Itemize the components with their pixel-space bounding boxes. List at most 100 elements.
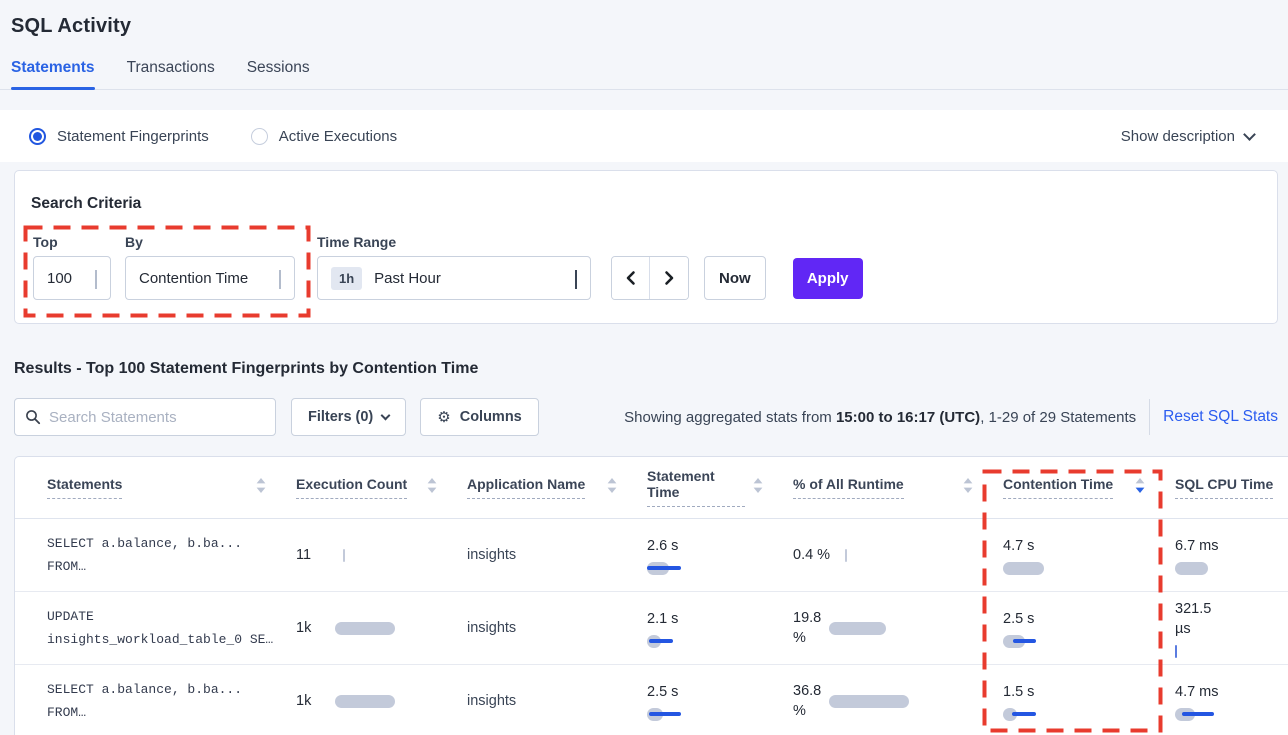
mini-bar-chart xyxy=(1003,561,1175,575)
search-statements-input[interactable] xyxy=(49,408,265,426)
tab-statements[interactable]: Statements xyxy=(11,59,95,90)
by-label: By xyxy=(125,234,143,250)
statement-line: UPDATE xyxy=(47,609,94,624)
mini-bar-chart xyxy=(829,621,1003,635)
statement-fingerprint-link[interactable]: SELECT a.balance, b.ba... FROM… xyxy=(47,678,296,724)
sort-icon xyxy=(607,477,617,498)
show-description-toggle[interactable]: Show description xyxy=(1121,127,1256,145)
sort-icon xyxy=(256,477,266,498)
search-icon xyxy=(26,410,41,425)
mini-bar-chart xyxy=(1003,634,1175,648)
statement-time-cell: 2.5 s xyxy=(647,682,793,721)
cell-value: 11 xyxy=(296,547,312,563)
contention-time-cell: 1.5 s xyxy=(1003,682,1175,721)
mini-bar-chart xyxy=(829,694,1003,708)
gear-icon: ⚙ xyxy=(437,408,451,426)
sort-icon xyxy=(427,477,437,498)
time-range-select[interactable]: 1h Past Hour xyxy=(317,256,591,300)
statement-time-cell: 2.6 s xyxy=(647,536,793,575)
column-header-execution-count[interactable]: Execution Count xyxy=(296,476,467,499)
chevron-down-icon xyxy=(95,269,97,289)
radio-active-executions[interactable]: Active Executions xyxy=(250,127,398,145)
mini-bar-chart xyxy=(335,694,467,708)
statement-line: SELECT a.balance, b.ba... xyxy=(47,682,243,697)
cell-value: 2.6 s xyxy=(647,537,679,554)
sort-icon xyxy=(753,477,763,498)
mini-bar-chart xyxy=(1175,561,1288,575)
tab-transactions[interactable]: Transactions xyxy=(126,59,215,76)
execution-count-cell: 1k xyxy=(296,618,467,638)
now-button[interactable]: Now xyxy=(704,256,766,300)
cell-value: 2.1 s xyxy=(647,610,679,627)
execution-count-cell: 11 xyxy=(296,545,467,565)
cell-value: 1.5 s xyxy=(1003,683,1035,700)
mini-bar-chart xyxy=(335,621,467,635)
application-name-cell: insights xyxy=(467,620,517,636)
vertical-divider xyxy=(1149,399,1151,435)
mini-bar-chart xyxy=(647,634,793,648)
statement-line: SELECT a.balance, b.ba... xyxy=(47,536,243,551)
radio-statement-fingerprints[interactable]: Statement Fingerprints xyxy=(29,127,209,145)
column-header-of-all-runtime[interactable]: % of All Runtime xyxy=(793,476,1003,499)
cell-value: 0.4 % xyxy=(793,547,831,563)
column-header-label: Statement Time xyxy=(647,468,745,507)
table-row[interactable]: UPDATE insights_workload_table_0 SE… 1k ins… xyxy=(15,592,1288,665)
filters-button[interactable]: Filters (0) xyxy=(291,398,407,436)
pct-of-all-runtime-cell: 0.4 % xyxy=(793,545,1003,565)
columns-button[interactable]: ⚙ Columns xyxy=(420,398,539,436)
chevron-down-icon xyxy=(380,410,391,421)
sql-cpu-time-cell: 321.5 µs xyxy=(1175,599,1288,658)
sql-cpu-time-cell: 4.7 ms xyxy=(1175,682,1288,721)
application-name-cell: insights xyxy=(467,547,517,563)
prev-time-range-button[interactable] xyxy=(612,257,650,299)
contention-time-cell: 2.5 s xyxy=(1003,609,1175,648)
cell-value: 36.8 % xyxy=(793,683,822,719)
chevron-down-icon xyxy=(1243,127,1256,141)
cell-value: 2.5 s xyxy=(1003,610,1035,627)
table-body: SELECT a.balance, b.ba... FROM… 11 insights… xyxy=(15,519,1288,735)
column-header-sql-cpu-time[interactable]: SQL CPU Time xyxy=(1175,476,1288,499)
table-row[interactable]: SELECT a.balance, b.ba... FROM… 11 insights… xyxy=(15,519,1288,592)
chevron-down-icon xyxy=(279,269,281,289)
statement-fingerprint-link[interactable]: UPDATE insights_workload_table_0 SE… xyxy=(47,605,296,651)
column-header-statements[interactable]: Statements xyxy=(47,476,296,499)
column-header-contention-time[interactable]: Contention Time xyxy=(1003,476,1175,499)
cell-value: 19.8 % xyxy=(793,610,822,646)
showing-stats-text: Showing aggregated stats from 15:00 to 1… xyxy=(624,408,1137,426)
results-toolbar: Filters (0) ⚙ Columns Showing aggregated… xyxy=(14,398,1278,436)
column-header-label: Application Name xyxy=(467,476,586,499)
mini-bar-chart xyxy=(1003,707,1175,721)
column-header-application-name[interactable]: Application Name xyxy=(467,476,647,499)
pct-of-all-runtime-cell: 36.8 % xyxy=(793,681,1003,721)
column-header-label: Execution Count xyxy=(296,476,408,499)
time-range-badge: 1h xyxy=(331,266,363,290)
search-criteria-title: Search Criteria xyxy=(31,195,142,212)
apply-button[interactable]: Apply xyxy=(792,258,863,299)
radio-unselected-icon xyxy=(250,127,268,145)
radio-label: Statement Fingerprints xyxy=(57,127,209,145)
statement-fingerprint-link[interactable]: SELECT a.balance, b.ba... FROM… xyxy=(47,532,296,578)
top-select[interactable]: 100 xyxy=(33,256,111,300)
chevron-right-icon xyxy=(665,271,674,285)
cell-value: 321.5 µs xyxy=(1175,600,1212,637)
column-header-statement-time[interactable]: Statement Time xyxy=(647,468,793,507)
mini-bar-chart xyxy=(845,548,1003,562)
by-select[interactable]: Contention Time xyxy=(125,256,295,300)
time-range-nav xyxy=(611,256,689,300)
chevron-left-icon xyxy=(626,271,635,285)
view-toggle-strip: Statement Fingerprints Active Executions… xyxy=(0,110,1288,162)
column-header-label: Statements xyxy=(47,476,123,499)
cell-value: 1k xyxy=(296,620,312,636)
radio-label: Active Executions xyxy=(278,127,398,145)
chevron-down-icon xyxy=(575,269,577,289)
reset-sql-stats-link[interactable]: Reset SQL Stats xyxy=(1163,408,1278,425)
tab-sessions[interactable]: Sessions xyxy=(246,59,310,76)
mini-bar-chart xyxy=(647,707,793,721)
execution-count-cell: 1k xyxy=(296,691,467,711)
cell-value: 4.7 s xyxy=(1003,537,1035,554)
sort-icon-desc-active xyxy=(1135,477,1145,498)
next-time-range-button[interactable] xyxy=(650,257,688,299)
sort-icon xyxy=(963,477,973,498)
table-row[interactable]: SELECT a.balance, b.ba... FROM… 1k insights… xyxy=(15,665,1288,735)
